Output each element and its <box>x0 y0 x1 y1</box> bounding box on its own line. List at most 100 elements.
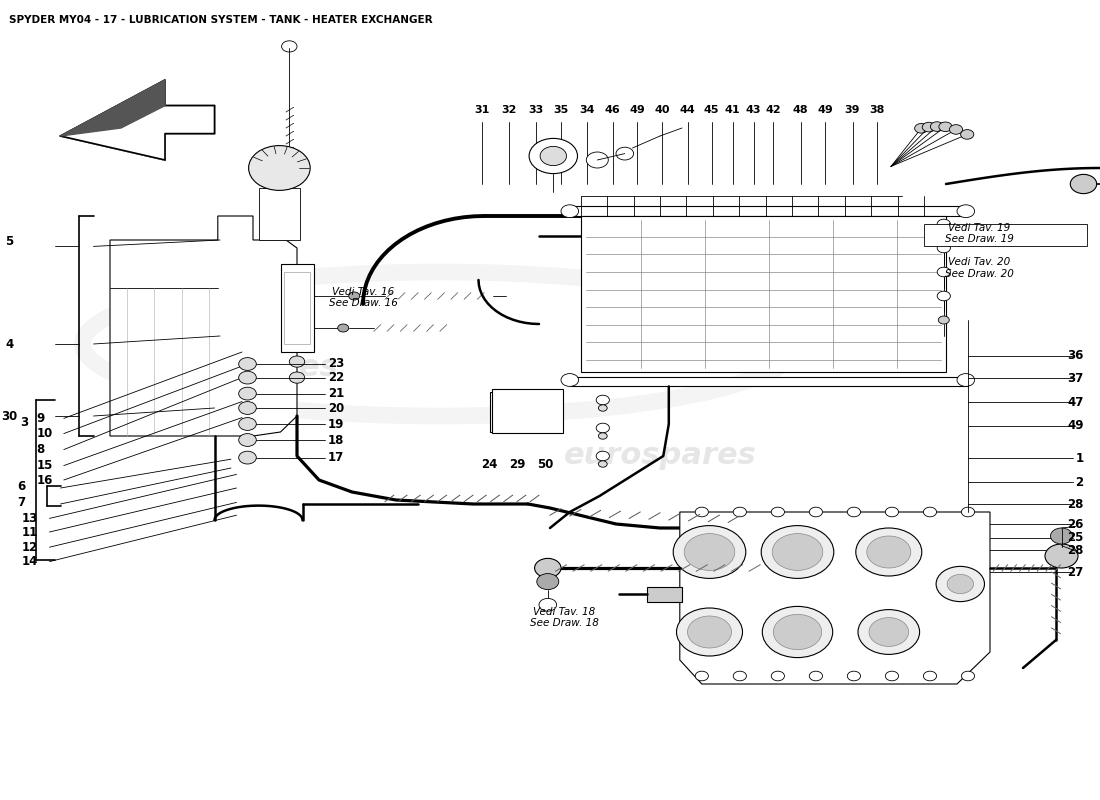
Text: 12: 12 <box>22 541 38 554</box>
Text: 4: 4 <box>6 338 13 350</box>
Circle shape <box>598 461 607 467</box>
Text: 43: 43 <box>746 105 761 114</box>
Circle shape <box>596 451 609 461</box>
Text: eurospares: eurospares <box>145 354 339 382</box>
Text: 36: 36 <box>1067 350 1084 362</box>
Text: 9: 9 <box>36 412 44 425</box>
Text: 31: 31 <box>474 105 490 114</box>
Circle shape <box>915 123 928 133</box>
Bar <box>570 206 968 216</box>
Circle shape <box>289 356 305 367</box>
Polygon shape <box>60 80 215 160</box>
Text: 18: 18 <box>328 434 344 446</box>
Circle shape <box>847 671 860 681</box>
Circle shape <box>938 316 949 324</box>
Text: SPYDER MY04 - 17 - LUBRICATION SYSTEM - TANK - HEATER EXCHANGER: SPYDER MY04 - 17 - LUBRICATION SYSTEM - … <box>9 15 432 25</box>
Text: 35: 35 <box>553 105 569 114</box>
Circle shape <box>1045 544 1078 568</box>
Text: 20: 20 <box>328 402 344 414</box>
Text: 16: 16 <box>36 474 53 486</box>
Circle shape <box>239 451 256 464</box>
Polygon shape <box>60 80 165 136</box>
Text: 38: 38 <box>869 105 884 114</box>
Circle shape <box>596 423 609 433</box>
Polygon shape <box>110 216 297 436</box>
Circle shape <box>239 358 256 370</box>
Bar <box>647 587 682 602</box>
Text: 7: 7 <box>18 496 25 509</box>
Circle shape <box>961 671 975 681</box>
Circle shape <box>598 433 607 439</box>
Circle shape <box>349 292 360 300</box>
Text: 6: 6 <box>18 480 26 493</box>
Polygon shape <box>680 512 990 684</box>
Circle shape <box>535 558 561 578</box>
Bar <box>284 272 310 344</box>
Circle shape <box>338 324 349 332</box>
Text: 32: 32 <box>502 105 517 114</box>
Text: 1: 1 <box>1076 452 1084 465</box>
Circle shape <box>616 147 634 160</box>
Text: 27: 27 <box>1067 566 1084 578</box>
Text: 8: 8 <box>36 443 44 456</box>
Circle shape <box>561 374 579 386</box>
Circle shape <box>856 528 922 576</box>
Circle shape <box>684 534 735 570</box>
Text: 19: 19 <box>328 418 344 430</box>
Circle shape <box>289 340 305 351</box>
Bar <box>258 188 300 240</box>
Text: Vedi Tav. 16
See Draw. 16: Vedi Tav. 16 See Draw. 16 <box>329 287 397 309</box>
Circle shape <box>537 574 559 590</box>
Circle shape <box>586 152 608 168</box>
Circle shape <box>695 671 708 681</box>
Circle shape <box>1050 528 1072 544</box>
Circle shape <box>561 205 579 218</box>
Circle shape <box>957 205 975 218</box>
Circle shape <box>961 507 975 517</box>
Text: 28: 28 <box>1067 544 1084 557</box>
Circle shape <box>949 125 962 134</box>
Circle shape <box>239 371 256 384</box>
Text: 41: 41 <box>725 105 740 114</box>
Circle shape <box>960 130 974 139</box>
Circle shape <box>937 291 950 301</box>
Circle shape <box>771 507 784 517</box>
Circle shape <box>938 268 949 276</box>
Circle shape <box>761 526 834 578</box>
Circle shape <box>937 219 950 229</box>
Circle shape <box>938 292 949 300</box>
Circle shape <box>847 507 860 517</box>
Bar <box>570 377 968 386</box>
Circle shape <box>886 507 899 517</box>
Text: 49: 49 <box>1067 419 1084 432</box>
Circle shape <box>762 606 833 658</box>
Circle shape <box>249 146 310 190</box>
Text: 10: 10 <box>36 427 53 440</box>
Circle shape <box>239 418 256 430</box>
Circle shape <box>289 308 305 319</box>
Circle shape <box>810 507 823 517</box>
Circle shape <box>239 402 256 414</box>
Text: 14: 14 <box>22 555 38 568</box>
Text: 33: 33 <box>528 105 543 114</box>
Text: 47: 47 <box>1067 396 1084 409</box>
Text: 48: 48 <box>793 105 808 114</box>
Circle shape <box>947 574 974 594</box>
Circle shape <box>886 671 899 681</box>
Text: Vedi Tav. 20
See Draw. 20: Vedi Tav. 20 See Draw. 20 <box>945 258 1013 278</box>
Circle shape <box>673 526 746 578</box>
Text: 28: 28 <box>1067 498 1084 510</box>
Circle shape <box>922 122 935 132</box>
Text: 15: 15 <box>36 459 53 472</box>
Circle shape <box>539 598 557 611</box>
Text: 22: 22 <box>328 371 344 384</box>
Circle shape <box>695 507 708 517</box>
Circle shape <box>936 566 985 602</box>
Bar <box>280 264 314 352</box>
Circle shape <box>540 146 566 166</box>
Bar <box>492 389 563 433</box>
Text: 26: 26 <box>1067 518 1084 530</box>
Text: 50: 50 <box>537 458 553 470</box>
Text: 3: 3 <box>20 416 28 429</box>
Circle shape <box>676 608 742 656</box>
